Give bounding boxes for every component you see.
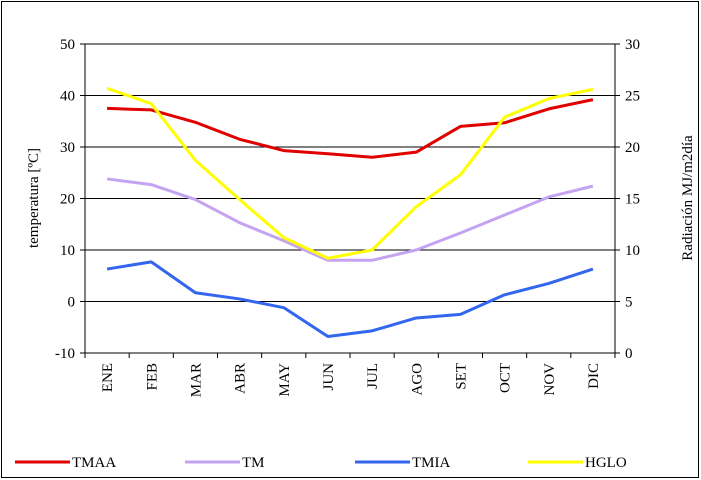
x-tick-label: MAR	[188, 363, 204, 397]
x-tick-label: OCT	[498, 363, 514, 393]
x-tick-label: ABR	[233, 363, 249, 394]
y2-tick-label: 0	[625, 346, 633, 362]
x-tick-label: AGO	[409, 363, 425, 396]
y2-tick-label: 30	[625, 37, 640, 53]
y-axis-label: temperatura [ºC]	[26, 148, 42, 248]
y2-tick-label: 20	[625, 140, 640, 156]
legend-label: HGLO	[585, 455, 627, 471]
y2-tick-label: 10	[625, 243, 640, 259]
x-tick-label: JUL	[365, 363, 381, 389]
x-tick-label: NOV	[542, 363, 558, 396]
y-tick-label: 40	[60, 89, 75, 105]
legend-label: TM	[242, 455, 265, 471]
series-line	[106, 86, 594, 260]
y2-tick-label: 25	[625, 89, 640, 105]
y-tick-label: 30	[60, 140, 75, 156]
y2-tick-label: 5	[625, 295, 633, 311]
y2-axis-label: Radiación MJ/m2día	[680, 135, 696, 261]
x-tick-label: JUN	[321, 363, 337, 391]
x-tick-label: SET	[453, 363, 469, 390]
series-line	[106, 177, 594, 262]
x-tick-label: FEB	[144, 363, 160, 391]
y2-tick-label: 15	[625, 192, 640, 208]
y-tick-label: 20	[60, 192, 75, 208]
y-tick-label: 0	[68, 295, 76, 311]
x-tick-label: MAY	[277, 363, 293, 397]
y-tick-label: 10	[60, 243, 75, 259]
legend-label: TMAA	[72, 455, 116, 471]
legend-label: TMIA	[412, 455, 450, 471]
y-tick-label: 50	[60, 37, 75, 53]
series-line	[106, 260, 594, 339]
series-line	[107, 98, 594, 159]
x-tick-label: ENE	[100, 363, 116, 392]
y-tick-label: -10	[55, 346, 75, 362]
x-tick-label: DIC	[586, 363, 602, 389]
